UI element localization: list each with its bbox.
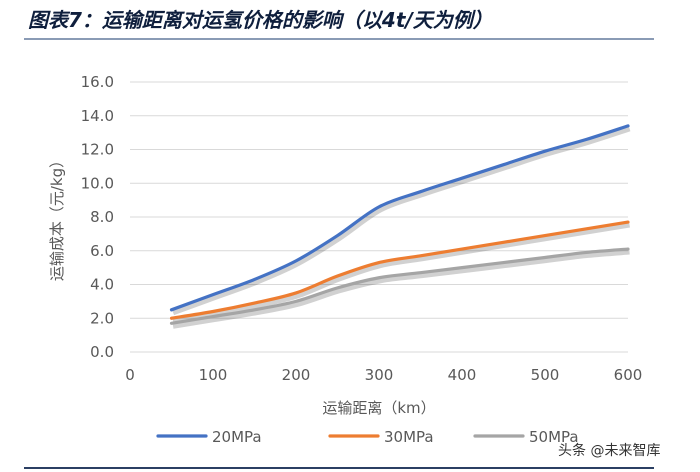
watermark-text: 头条 @未来智库 [558,443,661,459]
bottom-divider [24,467,654,469]
y-tick-label: 16.0 [81,73,114,91]
x-tick-label: 300 [365,366,394,384]
x-tick-label: 500 [531,366,560,384]
series-line-50mpa [169,247,630,325]
y-tick-label: 0.0 [90,343,114,361]
y-tick-label: 6.0 [90,242,114,260]
x-tick-label: 600 [614,366,643,384]
x-axis-title: 运输距离（km） [322,399,435,417]
x-tick-label: 0 [125,366,135,384]
grid-lines [130,81,628,353]
title-divider [24,38,654,40]
series-shadow-50mpa [172,248,630,329]
x-tick-label: 200 [282,366,311,384]
series-lines [169,124,631,329]
series-shadow-20mpa [171,125,631,316]
x-tick-label: 400 [448,366,477,384]
y-tick-label: 2.0 [90,309,114,327]
y-tick-label: 4.0 [90,276,114,294]
y-tick-label: 14.0 [81,107,114,125]
title-bar: 图表7：运输距离对运氢价格的影响（以4t/天为例） [0,0,700,36]
legend-label-20mpa: 20MPa [212,428,262,446]
x-axis-ticks: 0 100 200 300 400 500 600 [125,366,642,384]
y-tick-label: 10.0 [81,174,114,192]
legend: 20MPa 30MPa 50MPa [156,428,579,446]
y-axis-ticks: 0.0 2.0 4.0 6.0 8.0 10.0 12.0 14.0 16.0 [81,73,114,361]
x-tick-label: 100 [199,366,228,384]
y-axis-title: 运输成本（元/kg） [48,153,66,281]
page-title: 图表7：运输距离对运氢价格的影响（以4t/天为例） [28,8,493,32]
series-shadow-30mpa [172,221,630,324]
y-tick-label: 12.0 [81,141,114,159]
series-line-30mpa [169,220,630,320]
series-line-20mpa [169,124,630,312]
y-tick-label: 8.0 [90,208,114,226]
legend-label-50mpa: 50MPa [529,428,579,446]
legend-label-30mpa: 30MPa [384,428,434,446]
